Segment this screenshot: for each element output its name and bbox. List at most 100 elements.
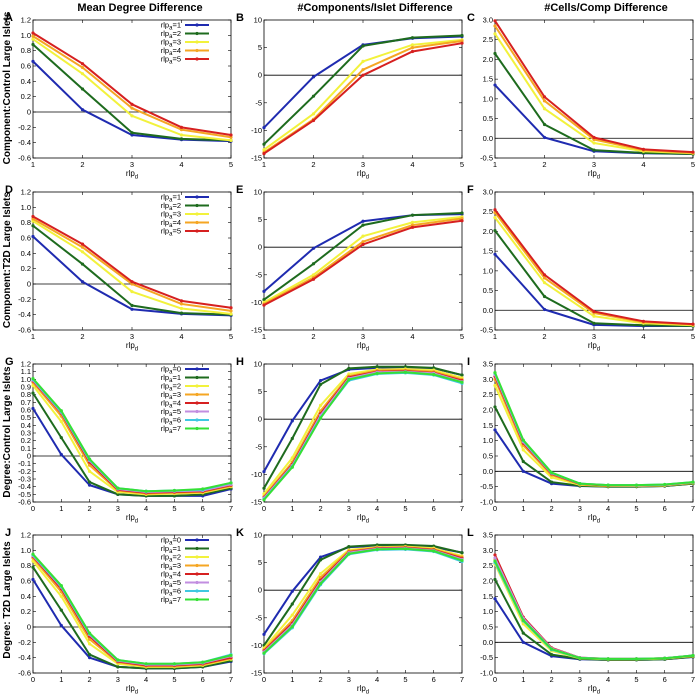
- data-point: [31, 565, 35, 569]
- x-tick-label: 5: [691, 160, 695, 169]
- data-point: [410, 43, 415, 47]
- x-axis-label: rlpd: [126, 684, 138, 695]
- panel-letter: C: [467, 12, 475, 24]
- data-point: [375, 547, 379, 551]
- y-tick-label: 10: [254, 16, 262, 25]
- x-tick-label: 4: [375, 675, 379, 684]
- data-point: [229, 133, 233, 137]
- plot-frame: [263, 191, 463, 331]
- data-point: [403, 547, 408, 551]
- x-tick-label: 3: [578, 675, 582, 684]
- y-tick-label: 0.6: [21, 577, 31, 586]
- y-tick-label: -0.2: [18, 295, 31, 304]
- data-point: [460, 219, 464, 223]
- y-tick-label: -0.4: [18, 653, 31, 662]
- y-tick-label: 0: [27, 452, 31, 461]
- y-tick-label: -15: [251, 669, 262, 678]
- legend-label: rlpa=7: [161, 424, 181, 435]
- data-point: [31, 37, 35, 41]
- data-point: [59, 584, 63, 588]
- x-tick-label: 7: [460, 675, 464, 684]
- data-point: [262, 486, 266, 490]
- x-axis-label: rlpd: [126, 169, 138, 181]
- y-tick-label: -15: [251, 154, 262, 163]
- panel-f: F -0.5 0.0 0.5 1.0 1.5 2.0 2.5 3.0 1 2 3 4 5 rlpd: [467, 184, 695, 353]
- data-point: [318, 558, 323, 562]
- data-point: [318, 581, 323, 586]
- data-point: [179, 133, 184, 137]
- legend-label: rlpa=4: [161, 399, 181, 410]
- data-point: [521, 448, 525, 452]
- legend-label: rlpa=7: [161, 595, 181, 606]
- legend-swatch-point: [195, 580, 199, 585]
- x-tick-label: 4: [375, 504, 379, 513]
- y-tick-label: 0.8: [21, 46, 31, 55]
- panels-group: A -0.6 -0.4 -0.2 0 0.2 0.4 0.6 0.8 1.0 1.2 1 2 3 4 5 rlp…: [5, 12, 695, 695]
- data-point: [311, 75, 316, 79]
- x-tick-label: 2: [318, 504, 322, 513]
- data-point: [375, 543, 379, 547]
- data-point: [262, 303, 266, 307]
- data-point: [116, 665, 120, 669]
- legend-swatch-point: [195, 384, 199, 388]
- plot-frame: [32, 534, 232, 674]
- series-line: [263, 547, 463, 654]
- y-tick-label: 1.5: [483, 592, 493, 601]
- plot-frame: [32, 363, 232, 503]
- x-tick-label: 0: [493, 675, 497, 684]
- data-point: [172, 662, 177, 666]
- data-point: [262, 632, 266, 636]
- x-tick-label: 5: [460, 332, 464, 341]
- data-point: [641, 319, 646, 323]
- x-tick-label: 6: [432, 675, 436, 684]
- data-point: [375, 365, 379, 369]
- y-tick-label: 1.2: [21, 16, 31, 25]
- data-point: [229, 653, 233, 657]
- data-point: [521, 618, 525, 622]
- data-point: [80, 72, 85, 76]
- data-point: [460, 216, 464, 221]
- y-tick-label: 0.8: [21, 218, 31, 227]
- data-point: [179, 299, 184, 303]
- data-point: [460, 33, 464, 38]
- data-point: [290, 436, 294, 441]
- row-label-degree-control: Degree:Control Large Islets: [2, 366, 13, 498]
- series-line: [32, 377, 232, 493]
- data-point: [31, 552, 35, 556]
- data-point: [493, 370, 497, 375]
- y-tick-label: 0.7: [21, 398, 31, 407]
- x-tick-label: 4: [144, 675, 148, 684]
- y-tick-label: 0.0: [483, 306, 493, 315]
- row-label-component-control: Component:Control Large Islets: [2, 11, 13, 164]
- y-tick-label: 1.2: [21, 360, 31, 369]
- series-line: [263, 367, 463, 495]
- panel-letter: D: [5, 184, 13, 196]
- series-line: [494, 429, 694, 488]
- y-tick-label: -10: [251, 126, 262, 135]
- data-point: [361, 219, 365, 223]
- data-point: [130, 303, 134, 308]
- data-point: [460, 41, 464, 45]
- y-tick-label: -5: [255, 613, 262, 622]
- data-point: [31, 42, 35, 47]
- y-tick-label: 0: [27, 623, 31, 632]
- x-tick-label: 2: [542, 332, 546, 341]
- x-tick-label: 5: [229, 332, 233, 341]
- legend-label: rlpa=5: [161, 55, 181, 66]
- y-tick-label: 0.6: [21, 234, 31, 243]
- data-point: [493, 83, 497, 87]
- data-point: [521, 469, 525, 473]
- data-point: [80, 245, 85, 249]
- legend-label: rlpa=1: [161, 373, 181, 384]
- x-tick-label: 3: [361, 160, 365, 169]
- y-tick-label: 1.0: [21, 203, 31, 212]
- y-tick-label: 0.0: [483, 467, 493, 476]
- data-point: [262, 651, 266, 655]
- data-point: [172, 494, 177, 498]
- y-tick-label: 0: [258, 586, 262, 595]
- data-point: [634, 483, 639, 487]
- data-point: [311, 112, 316, 116]
- legend-swatch-point: [195, 401, 199, 405]
- data-point: [493, 252, 497, 256]
- data-point: [290, 465, 294, 469]
